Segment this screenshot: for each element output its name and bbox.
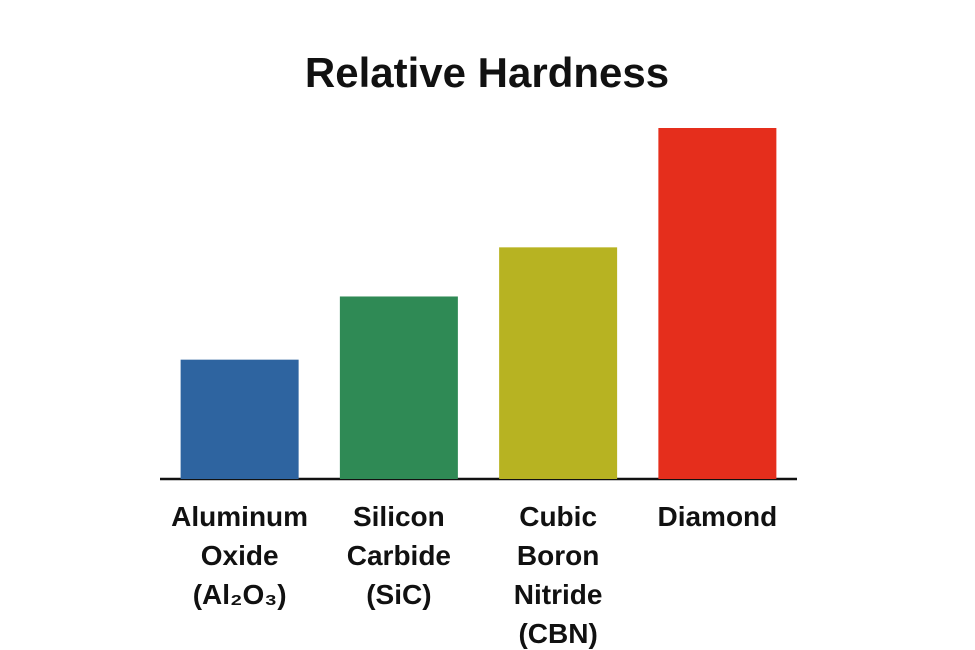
x-tick-label: Diamond: [657, 501, 778, 532]
x-tick-label: Silicon Carbide (SiC): [346, 501, 451, 610]
x-tick-label: Cubic Boron Nitride (CBN): [513, 501, 603, 649]
bar: [180, 359, 299, 479]
bar: [658, 128, 777, 479]
bar: [499, 247, 618, 479]
x-tick-label: Aluminum Oxide (Al₂O₃): [171, 501, 309, 610]
bar: [339, 296, 458, 479]
chart-title: Relative Hardness: [305, 49, 669, 96]
